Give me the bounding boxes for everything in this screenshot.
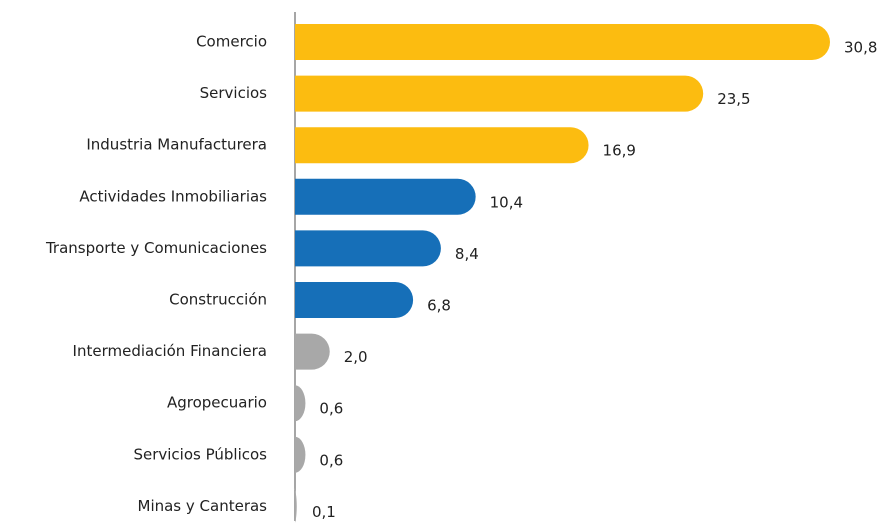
category-label: Servicios Públicos — [133, 445, 267, 463]
category-label: Minas y Canteras — [138, 497, 268, 515]
category-label: Transporte y Comunicaciones — [45, 239, 267, 257]
bar — [293, 488, 297, 523]
bar — [295, 282, 414, 318]
value-label: 2,0 — [344, 348, 368, 366]
bar — [295, 75, 704, 112]
category-label: Industria Manufacturera — [86, 136, 267, 154]
bar — [295, 385, 306, 422]
category-label: Comercio — [196, 33, 267, 51]
category-label: Actividades Inmobiliarias — [79, 187, 267, 205]
bar — [295, 178, 476, 215]
bar — [295, 24, 830, 60]
value-label: 0,1 — [312, 503, 336, 521]
value-label: 10,4 — [490, 193, 523, 211]
value-label: 23,5 — [717, 90, 750, 108]
bar — [295, 127, 589, 164]
bar — [295, 333, 330, 370]
value-label: 16,9 — [603, 142, 636, 160]
bar — [295, 230, 441, 267]
bar — [295, 436, 306, 473]
value-label: 6,8 — [427, 297, 451, 315]
category-label: Construcción — [169, 291, 267, 309]
category-label: Intermediación Financiera — [73, 342, 267, 360]
value-label: 0,6 — [319, 400, 343, 418]
value-label: 0,6 — [319, 451, 343, 469]
category-label: Agropecuario — [167, 394, 267, 412]
value-label: 30,8 — [844, 39, 877, 57]
category-label: Servicios — [200, 84, 268, 102]
value-label: 8,4 — [455, 245, 479, 263]
